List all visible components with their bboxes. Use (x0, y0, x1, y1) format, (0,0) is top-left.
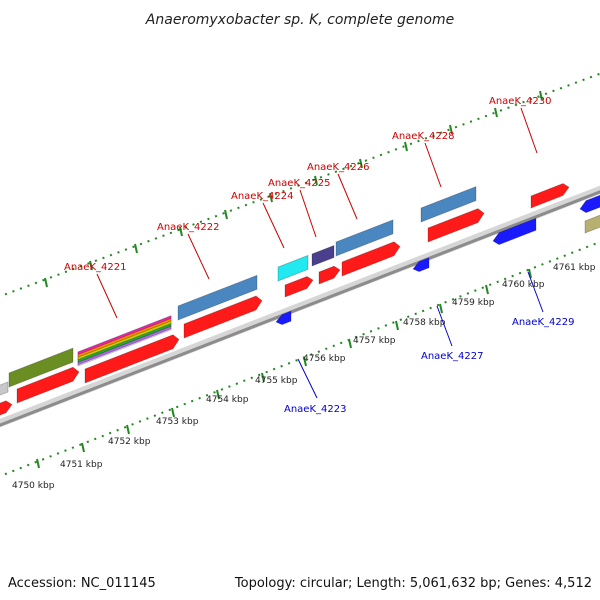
gene-label-reverse: AnaeK_4227 (421, 351, 483, 362)
genome-backbone (0, 185, 600, 428)
major-tick (134, 243, 138, 254)
gene-label-leader (297, 358, 318, 399)
tick-label: 4750 kbp (12, 481, 55, 491)
map-title: Anaeromyxobacter sp. K, complete genome (145, 12, 454, 28)
forward-gene-block (84, 334, 180, 384)
feature-block (8, 347, 74, 388)
gene-label-forward: AnaeK_4230 (489, 96, 551, 107)
feature-block (277, 254, 309, 282)
forward-gene-block (284, 276, 314, 298)
feature-block (177, 274, 258, 321)
major-tick (44, 277, 48, 288)
major-tick (314, 175, 318, 186)
forward-gene-block (427, 208, 485, 243)
tick-labels: 4750 kbp 4751 kbp 4752 kbp 4753 kbp 4754 kbp… (12, 263, 596, 491)
major-tick (216, 389, 220, 400)
major-tick (439, 303, 443, 314)
major-tick (395, 320, 399, 331)
feature-block (420, 186, 477, 223)
tick-label: 4754 kbp (206, 395, 249, 405)
major-tick (404, 141, 408, 152)
major-tick (261, 372, 265, 383)
major-tick (81, 442, 85, 453)
forward-gene-block (318, 265, 341, 285)
tick-label: 4751 kbp (60, 460, 103, 470)
reverse-gene-block (412, 257, 430, 273)
major-tick (269, 192, 273, 203)
tick-label: 4753 kbp (156, 417, 199, 427)
gene-label-forward: AnaeK_4221 (64, 262, 126, 273)
forward-gene-block (530, 183, 570, 209)
gene-label-leader (436, 305, 453, 347)
major-tick (485, 284, 489, 295)
tick-label: 4756 kbp (303, 354, 346, 364)
major-tick (171, 407, 175, 418)
gene-label-reverse: AnaeK_4229 (512, 317, 574, 328)
gene-label-forward: AnaeK_4222 (157, 222, 219, 233)
gene-label-leader (520, 107, 538, 154)
topology-summary: Topology: circular; Length: 5,061,632 bp… (234, 576, 592, 591)
gene-label-leader (96, 273, 118, 319)
reverse-gene-block (579, 194, 600, 214)
tick-label: 4760 kbp (502, 280, 545, 290)
gene-label-leader (527, 271, 544, 313)
feature-block (584, 214, 600, 234)
gene-label-leader (187, 233, 210, 280)
major-tick (303, 356, 307, 367)
tick-label: 4759 kbp (452, 298, 495, 308)
major-tick (539, 90, 543, 101)
feature-block (335, 219, 394, 257)
major-tick (494, 107, 498, 118)
gene-features (0, 183, 600, 416)
gene-label-forward: AnaeK_4226 (307, 162, 369, 173)
forward-gene-block (16, 366, 80, 404)
gene-label-forward: AnaeK_4225 (268, 178, 330, 189)
genome-backbone-shade (0, 190, 600, 427)
feature-block (0, 381, 9, 396)
major-ticks (36, 90, 543, 469)
gene-label-leader (262, 202, 285, 249)
major-tick (359, 158, 363, 169)
forward-gene-block (0, 400, 13, 416)
major-tick (224, 209, 228, 220)
reverse-gene-block (275, 310, 292, 326)
major-tick (449, 124, 453, 135)
gene-label-leader (337, 173, 358, 220)
forward-gene-block (183, 295, 263, 339)
tick-label: 4757 kbp (353, 336, 396, 346)
major-tick (179, 226, 183, 237)
forward-gene-block (341, 241, 401, 277)
feature-block (311, 244, 335, 267)
tick-label: 4758 kbp (403, 318, 446, 328)
major-tick (126, 424, 130, 435)
major-tick (36, 458, 40, 469)
major-tick (89, 260, 93, 271)
rna-stripe (77, 325, 172, 366)
tick-label: 4761 kbp (553, 263, 596, 273)
gene-label-forward: AnaeK_4224 (231, 191, 293, 202)
reverse-gene-block (492, 217, 537, 246)
accession-text: Accession: NC_011145 (8, 576, 156, 591)
gene-label-leader (299, 189, 317, 238)
gene-labels: AnaeK_4221 AnaeK_4222 AnaeK_4224 AnaeK_4225… (64, 96, 574, 415)
gene-label-forward: AnaeK_4228 (392, 131, 454, 142)
gene-label-leader (424, 142, 442, 188)
major-tick (528, 268, 532, 279)
gene-label-reverse: AnaeK_4223 (284, 404, 346, 415)
major-tick (348, 338, 352, 349)
tick-label: 4755 kbp (255, 376, 298, 386)
tick-label: 4752 kbp (108, 437, 151, 447)
